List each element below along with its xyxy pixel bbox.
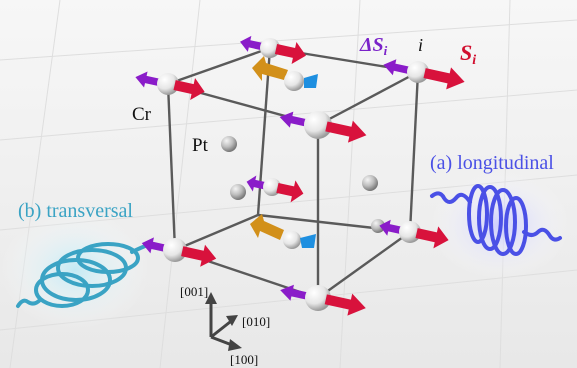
pt-atoms	[221, 136, 385, 233]
spin-delta-arrow	[141, 237, 169, 254]
spin-s-arrow	[423, 67, 465, 90]
pt-atom	[230, 184, 246, 200]
crystal-axes: [001] [010] [100]	[180, 284, 270, 367]
delta-s-label: ΔSi	[359, 34, 388, 58]
site-i-label: i	[418, 35, 423, 55]
cr-atoms	[135, 35, 465, 316]
cr-label: Cr	[132, 104, 152, 125]
spin-delta-arrow	[280, 284, 311, 301]
cr-atom	[240, 35, 306, 64]
cr-atom-sphere	[263, 178, 281, 196]
longitudinal-wave	[430, 184, 562, 256]
spin-s-arrow	[415, 226, 449, 249]
cr-atom	[379, 219, 449, 249]
pt-atom	[362, 175, 378, 191]
s-label: Si	[460, 40, 476, 68]
longitudinal-label: (a) longitudinal	[430, 152, 554, 174]
axis-010-label: [010]	[242, 314, 270, 329]
cr-atom	[246, 175, 304, 203]
cr-atom-sphere	[260, 38, 280, 58]
spin-s-arrow	[324, 293, 366, 316]
transversal-wave	[16, 242, 152, 308]
cr-atom	[383, 59, 465, 90]
cr-atom	[141, 237, 217, 267]
cr-atom-sphere	[163, 238, 187, 262]
cr-atom-sphere	[304, 111, 332, 139]
cr-atom-sphere	[305, 285, 331, 311]
spin-delta-arrow	[246, 175, 268, 192]
pt-atom	[221, 136, 237, 152]
cr-atom-sphere	[157, 73, 179, 95]
pt-spin-upper	[252, 56, 318, 91]
cr-atom	[280, 284, 366, 316]
cr-atom	[279, 111, 367, 143]
cr-atom-sphere	[407, 61, 429, 83]
axis-100-label: [100]	[230, 352, 258, 367]
cr-atom-sphere	[399, 221, 421, 243]
pt-atom	[371, 219, 385, 233]
spin-s-arrow	[173, 78, 205, 101]
spin-s-arrow	[276, 180, 304, 203]
spin-delta-arrow	[135, 71, 163, 88]
spin-delta-arrow	[240, 35, 265, 52]
spin-s-arrow	[181, 244, 217, 267]
pt-label: Pt	[192, 135, 209, 156]
spin-delta-arrow	[279, 111, 311, 128]
spin-s-arrow	[274, 41, 306, 64]
cr-atom	[135, 71, 205, 101]
spin-delta-arrow	[379, 219, 405, 236]
spin-s-arrow	[325, 120, 367, 143]
spin-delta-arrow	[383, 59, 413, 76]
axis-001-label: [001]	[180, 284, 208, 299]
transversal-label: (b) transversal	[18, 200, 133, 222]
pt-spin-lower	[250, 214, 316, 249]
